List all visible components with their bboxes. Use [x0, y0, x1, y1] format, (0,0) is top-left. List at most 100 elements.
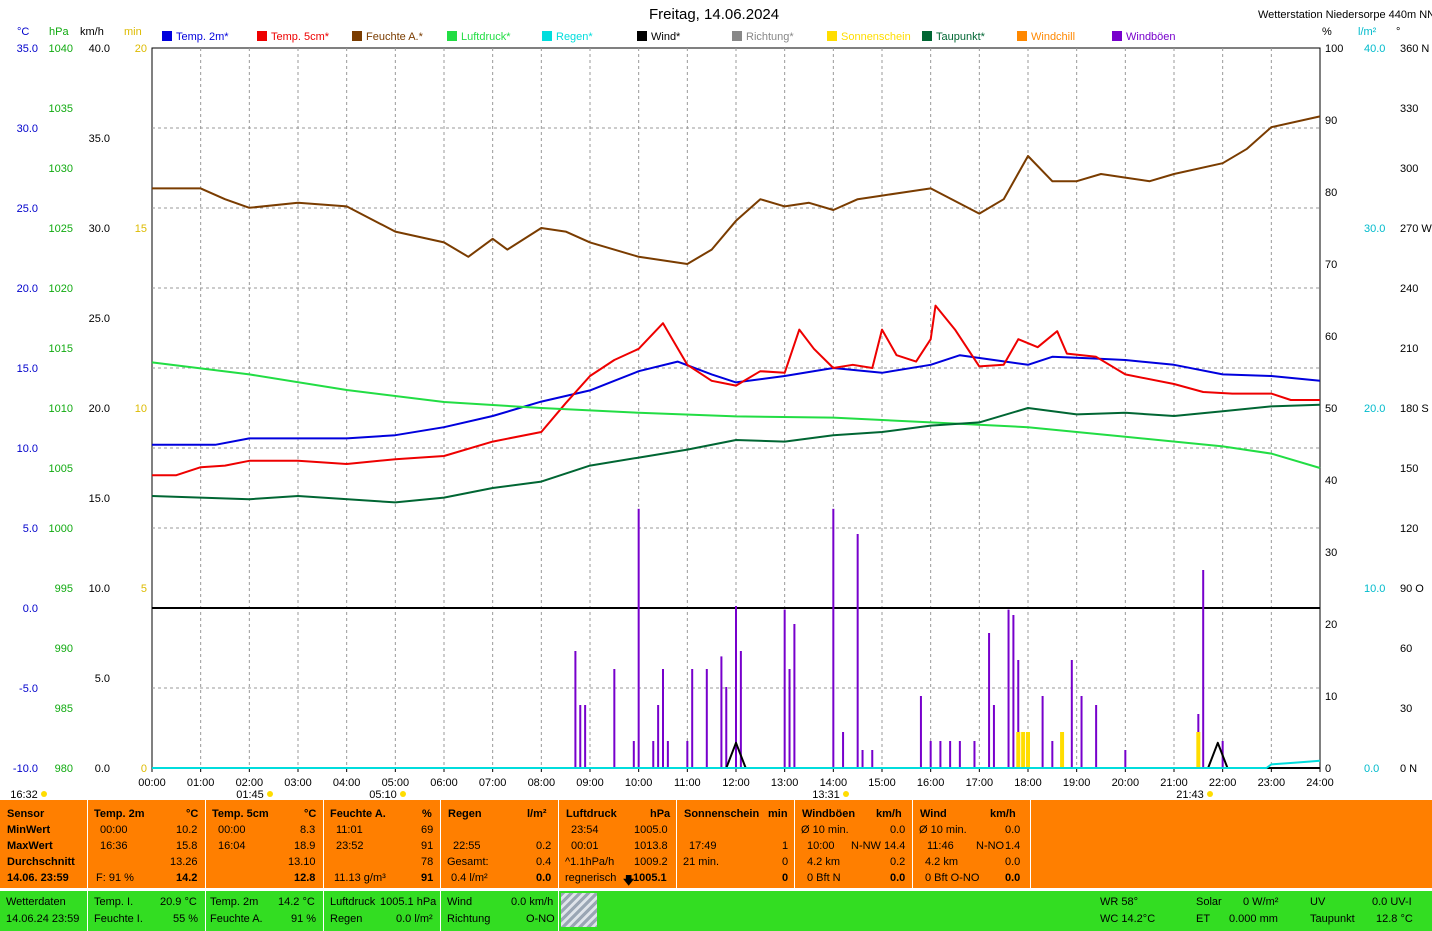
unit-lm2: l/m² [1358, 26, 1377, 38]
x-tick-label: 14:00 [820, 777, 848, 789]
wind-avg-label: Ø 10 min. [919, 824, 967, 836]
y-label-rain: 10.0 [1364, 583, 1385, 595]
et-label: ET [1196, 913, 1211, 925]
bar-windböen [662, 669, 664, 768]
bar-windböen [788, 669, 791, 768]
bar-windböen [1095, 705, 1098, 768]
wind-dist: 4.2 km [925, 856, 959, 868]
bar-windböen [1202, 570, 1205, 768]
boeen-avg-label: Ø 10 min. [801, 824, 849, 836]
y-label-hpa: 1020 [49, 283, 73, 295]
temp2m-label: Temp. 2m [210, 896, 259, 908]
y-label-dir: 180 S [1400, 403, 1429, 415]
y-label-dir: 0 N [1400, 763, 1417, 775]
temp2m-f: F: 91 % [96, 872, 134, 884]
panel-feuchte: Feuchte A. % 11:01 69 23:52 91 78 11.13 … [324, 800, 441, 888]
y-label-hpa: 1005 [49, 463, 73, 475]
y-label-kmh: 5.0 [95, 673, 110, 685]
richtung-value: O-NO [526, 913, 555, 925]
temp5cm-avg: 13.10 [288, 856, 316, 868]
bar-windböen [856, 534, 859, 768]
sonne-sum: 0 [782, 856, 789, 868]
x-tick-label: 11:00 [674, 777, 701, 789]
luftdruck-current: 1005.1 [633, 872, 667, 884]
bar-windböen [725, 687, 728, 768]
regen-current: 0.0 [536, 872, 552, 884]
y-label-kmh: 20.0 [89, 403, 110, 415]
legend-item: Regen* [542, 31, 593, 43]
bar-windböen [1007, 609, 1010, 768]
panel-temp5cm: Temp. 5cm °C 00:00 8.3 16:04 18.9 13.10 … [206, 800, 324, 888]
wc-value: WC 14.2°C [1100, 913, 1156, 925]
chart-title: Freitag, 14.06.2024 [649, 6, 780, 23]
bar-windböen [657, 705, 660, 768]
y-label-rain: 40.0 [1364, 43, 1385, 55]
panel-sonne: Sonnenschein min 17:49 1 21 min. 0 0 [677, 800, 795, 888]
bar-windböen [1070, 660, 1073, 768]
boeen-title: Windböen [802, 808, 856, 820]
sensor-title: Sensor [7, 808, 45, 820]
y-label-hpa: 985 [55, 703, 73, 715]
x-tick-label: 02:00 [236, 777, 264, 789]
y-label-temp: 15.0 [17, 363, 38, 375]
wind-value-current: 0.0 km/h [511, 896, 554, 908]
temp5cm-unit: °C [304, 808, 317, 820]
regen-unit: l/m² [527, 808, 547, 820]
legend-swatch [827, 31, 837, 41]
luftdruck-max: 1013.8 [634, 840, 668, 852]
arrow-down-icon: 🡇 [623, 875, 635, 887]
y-label-dir: 270 W [1400, 223, 1432, 235]
x-tick-label: 22:00 [1209, 777, 1237, 789]
legend-label: Windböen [1126, 31, 1176, 43]
current-header: Wetterdaten 14.06.24 23:59 [0, 891, 88, 931]
y-label-pct: 100 [1325, 43, 1343, 55]
bar-windböen [992, 705, 995, 768]
y-label-min: 5 [141, 583, 147, 595]
series-feuchte-a- [152, 115, 1321, 265]
bar-windböen [1124, 750, 1127, 768]
legend-item: Temp. 5cm* [257, 31, 329, 43]
legend-label: Taupunkt* [936, 31, 985, 43]
x-tick-label: 12:00 [722, 777, 750, 789]
y-label-temp: 10.0 [17, 443, 38, 455]
feuchte-min-time: 11:01 [336, 824, 363, 836]
y-label-pct: 30 [1325, 547, 1337, 559]
y-label-kmh: 15.0 [89, 493, 110, 505]
regen-total-label: Gesamt: [447, 856, 489, 868]
panel-empty [1031, 800, 1432, 888]
x-tick-label: 19:00 [1063, 777, 1091, 789]
y-label-dir: 120 [1400, 523, 1418, 535]
y-label-dir: 300 [1400, 163, 1418, 175]
row-max: MaxWert [7, 840, 53, 852]
current-outdoor: Temp. 2m 14.2 °C Feuchte A. 91 % [206, 891, 324, 931]
y-label-pct: 80 [1325, 187, 1337, 199]
legend-label: Feuchte A.* [366, 31, 423, 43]
y-label-hpa: 1010 [49, 403, 73, 415]
sonne-sum-label: 21 min. [683, 856, 720, 868]
x-tick-label: 17:00 [966, 777, 994, 789]
panel-regen: Regen l/m² 22:55 0.2 Gesamt: 0.4 0.4 l/m… [441, 800, 559, 888]
legend-swatch [637, 31, 647, 41]
legend-swatch [732, 31, 742, 41]
x-tick-label: 00:00 [138, 777, 166, 789]
temp-indoor: 20.9 °C [160, 896, 197, 908]
legend-swatch [1112, 31, 1122, 41]
sun-marker-label: 21:43 [1176, 789, 1204, 800]
temp2m-avg: 13.26 [170, 856, 198, 868]
legend-swatch [257, 31, 267, 41]
bar-windböen [929, 741, 932, 768]
y-label-min: 10 [135, 403, 147, 415]
x-tick-label: 21:00 [1160, 777, 1188, 789]
et-value: 0.000 mm [1229, 913, 1278, 925]
boeen-max-dir: N-NW [851, 840, 881, 852]
feuchte-current: 91 [421, 872, 434, 884]
sun-marker-label: 16:32 [10, 789, 38, 800]
panel-temp2m: Temp. 2m °C 00:00 10.2 16:36 15.8 13.26 … [88, 800, 206, 888]
wind-unit: km/h [990, 808, 1016, 820]
feuchte-indoor: 55 % [173, 913, 199, 925]
boeen-avg: 0.0 [890, 824, 906, 836]
y-label-kmh: 40.0 [89, 43, 110, 55]
y-label-temp: -5.0 [19, 683, 38, 695]
temp2m-max-time: 16:36 [100, 840, 128, 852]
feuchte-max-time: 23:52 [336, 840, 364, 852]
